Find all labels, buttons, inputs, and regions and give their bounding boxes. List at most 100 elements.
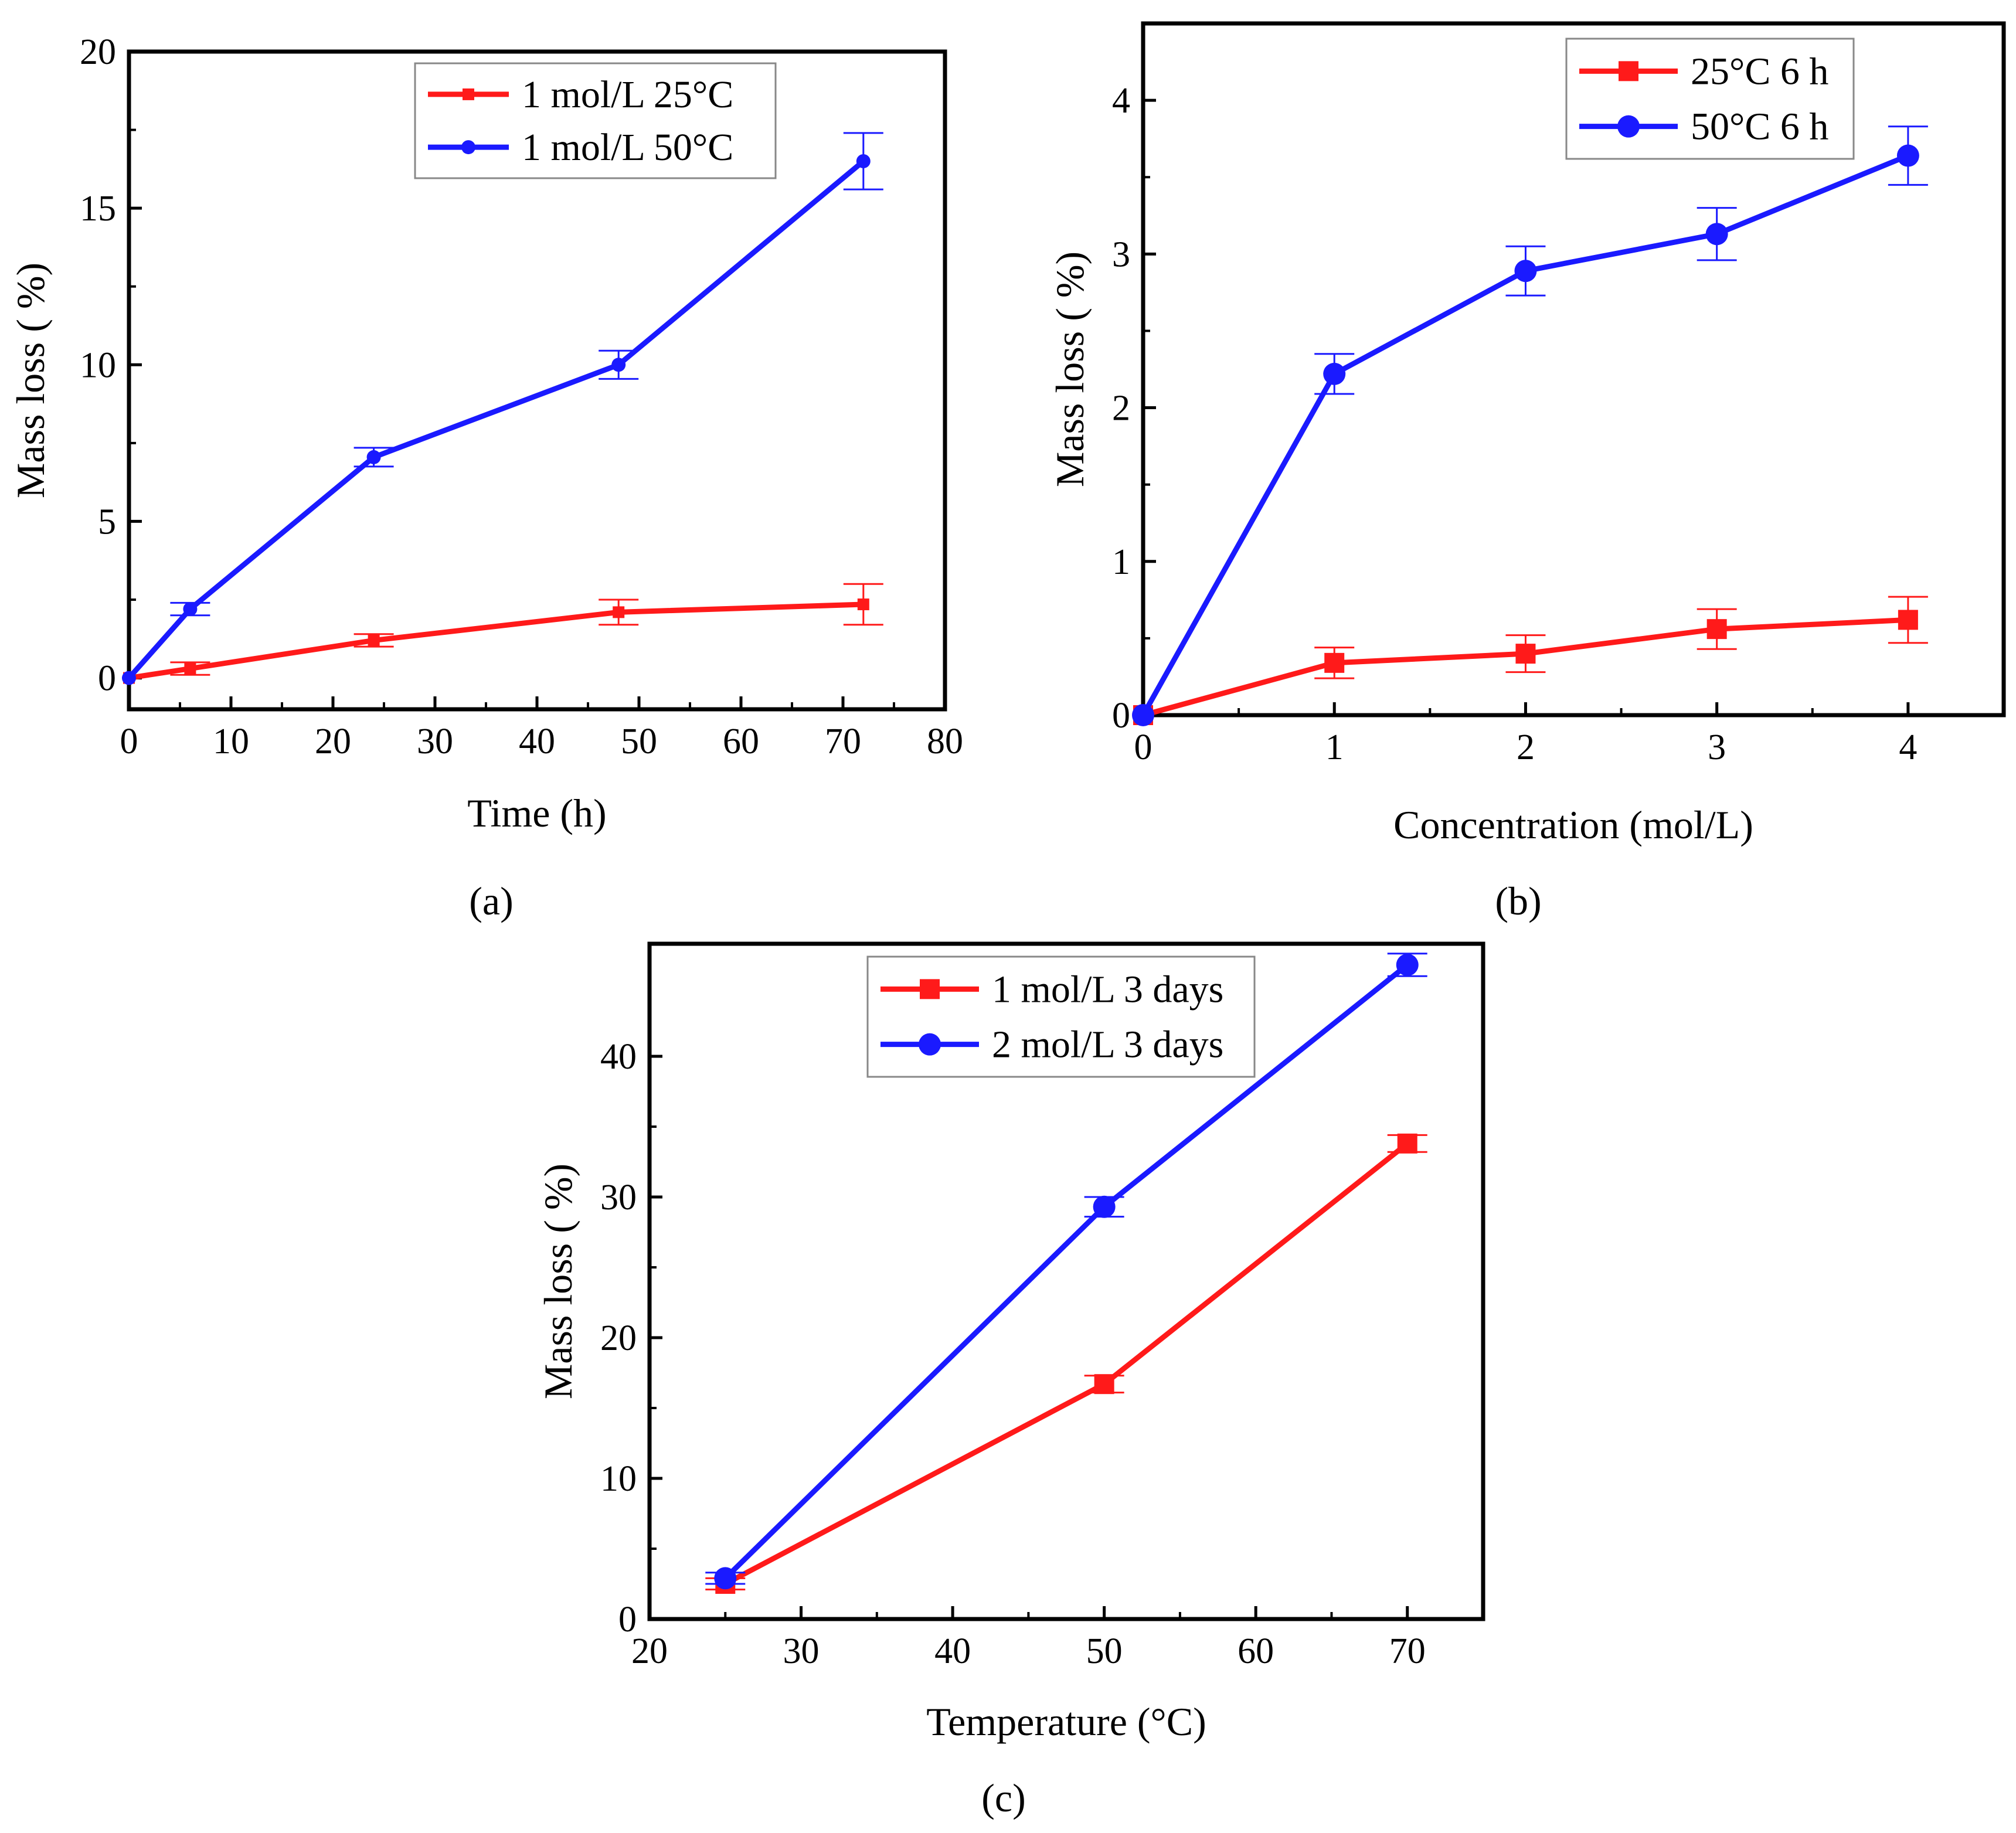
x-tick-label: 0	[120, 722, 138, 761]
x-tick-label: 3	[1708, 727, 1726, 767]
legend-box	[866, 955, 1256, 1078]
y-tick-label: 20	[600, 1318, 637, 1358]
legend-marker	[920, 979, 940, 999]
legend-marker	[1619, 61, 1638, 81]
legend-marker	[463, 88, 474, 100]
y-tick-label: 1	[1112, 542, 1130, 582]
data-point	[1706, 619, 1727, 640]
data-point	[1324, 652, 1345, 673]
legend-box	[414, 62, 777, 179]
x-tick-label: 10	[213, 722, 249, 761]
x-tick-label: 60	[1238, 1631, 1274, 1671]
x-tick-label: 70	[1389, 1631, 1426, 1671]
data-point	[1896, 144, 1919, 167]
series-line	[127, 159, 865, 680]
x-tick-label: 60	[723, 722, 759, 761]
data-point	[714, 1567, 737, 1590]
x-tick-label: 80	[927, 722, 963, 761]
y-axis-label: Mass loss ( %)	[8, 263, 53, 498]
y-tick-label: 30	[600, 1178, 637, 1218]
x-tick-label: 30	[783, 1631, 820, 1671]
y-tick-label: 0	[1112, 696, 1130, 736]
y-tick-label: 20	[80, 32, 116, 72]
data-point	[368, 634, 380, 647]
x-tick-label: 40	[519, 722, 555, 761]
y-tick-label: 10	[600, 1459, 637, 1499]
chart-c: 20 30 40 50 60 70 0 10 20 30 40 Temperature (°C) Mas…	[536, 941, 1485, 1744]
data-point	[857, 598, 869, 611]
y-tick-label: 5	[98, 502, 116, 542]
legend: 1 mol/L 3 days 2 mol/L 3 days	[866, 955, 1256, 1078]
legend: 1 mol/L 25°C 1 mol/L 50°C	[414, 62, 777, 179]
series-red	[1133, 596, 1928, 725]
legend-marker	[1617, 115, 1640, 138]
series-red	[123, 583, 883, 684]
legend-label: 1 mol/L 25°C	[522, 73, 733, 116]
plot-frame	[1141, 21, 2006, 717]
data-point	[613, 606, 625, 618]
x-tick-label: 1	[1325, 727, 1344, 767]
data-point	[856, 154, 871, 168]
legend-box	[1565, 38, 1855, 160]
legend-label: 25°C 6 h	[1691, 50, 1828, 93]
data-point	[1094, 1374, 1114, 1395]
legend-marker	[461, 140, 475, 155]
x-axis-label: Temperature (°C)	[926, 1699, 1206, 1744]
x-tick-label: 20	[631, 1631, 668, 1671]
data-point	[1514, 260, 1537, 283]
y-tick-label: 40	[600, 1037, 637, 1077]
x-tick-label: 2	[1517, 727, 1535, 767]
y-tick-label: 0	[618, 1600, 637, 1640]
series-line	[724, 1141, 1409, 1586]
data-point	[1323, 362, 1346, 385]
y-axis-label: Mass loss ( %)	[1048, 251, 1092, 487]
x-tick-label: 0	[1134, 727, 1153, 767]
x-axis-label: Concentration (mol/L)	[1393, 802, 1753, 847]
series-line	[1141, 153, 1909, 717]
legend-label: 1 mol/L 50°C	[522, 126, 733, 169]
y-tick-label: 10	[80, 345, 116, 385]
series-blue	[122, 132, 883, 685]
data-point	[1396, 954, 1419, 976]
x-axis-label: Time (h)	[467, 791, 606, 835]
y-tick-label: 0	[98, 659, 116, 699]
x-tick-label: 4	[1899, 727, 1917, 767]
data-point	[184, 662, 196, 675]
series-blue	[1132, 125, 1928, 726]
data-point	[183, 602, 198, 617]
legend-marker	[919, 1033, 941, 1056]
series-line	[128, 601, 863, 681]
data-point	[1132, 704, 1154, 726]
x-tick-label: 50	[1086, 1631, 1123, 1671]
chart-b: 0 1 2 3 4 0 1 2 3 4 Concentration (mol/L) Mass loss…	[1048, 21, 2006, 847]
data-point	[366, 450, 381, 464]
series-red	[705, 1133, 1427, 1594]
data-point	[1898, 610, 1918, 630]
panel-label-b: (b)	[1495, 879, 1541, 923]
x-tick-label: 40	[934, 1631, 971, 1671]
data-point	[611, 358, 626, 372]
panel-label-c: (c)	[981, 1776, 1025, 1820]
y-axis-label: Mass loss ( %)	[536, 1164, 580, 1399]
plot-frame	[647, 941, 1485, 1621]
y-tick-label: 2	[1112, 389, 1130, 429]
x-tick-label: 50	[621, 722, 657, 761]
x-tick-label: 20	[315, 722, 351, 761]
x-tick-label: 30	[417, 722, 453, 761]
panel-label-a: (a)	[469, 879, 513, 923]
x-tick-label: 70	[825, 722, 861, 761]
y-tick-label: 15	[80, 189, 116, 229]
data-point	[1515, 644, 1536, 664]
data-point	[1397, 1133, 1417, 1154]
data-point	[122, 671, 136, 685]
series-blue	[705, 953, 1427, 1590]
data-point	[1705, 223, 1728, 246]
legend: 25°C 6 h 50°C 6 h	[1565, 38, 1855, 160]
data-point	[1093, 1195, 1116, 1218]
legend-label: 1 mol/L 3 days	[992, 968, 1223, 1011]
legend-label: 50°C 6 h	[1691, 106, 1828, 148]
chart-a: 0 10 20 30 40 50 60 70 80 0 5 10 15 20 Time (h) Mass lo…	[8, 32, 963, 835]
y-tick-label: 4	[1112, 81, 1130, 121]
y-tick-label: 3	[1112, 234, 1130, 274]
